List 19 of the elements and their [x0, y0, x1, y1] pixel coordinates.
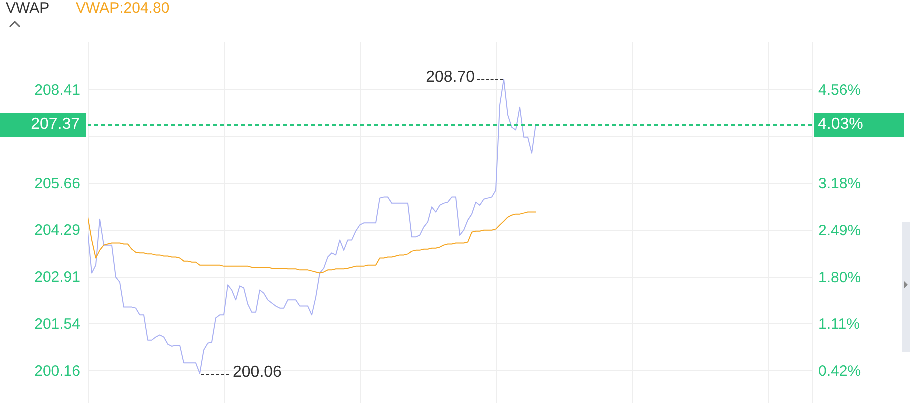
y-tick-label: 201.54: [34, 316, 80, 333]
y-tick-label: 204.29: [34, 222, 80, 240]
annotation: 208.70: [426, 69, 475, 88]
ref-line-label: 207.37: [0, 112, 86, 137]
annotation: 200.06: [233, 364, 282, 382]
y2-tick-label: 4.56%: [818, 82, 862, 99]
y2-tick-label: 1.11%: [818, 316, 860, 334]
chart-title: VWAP: [6, 0, 50, 17]
y-tick-label: 205.66: [34, 175, 80, 192]
text: VWAP:204.80: [76, 0, 170, 17]
y-tick-label: 200.16: [34, 362, 80, 380]
y2-tick-label: 3.18%: [818, 176, 862, 193]
y-tick-label: 202.91: [34, 269, 80, 286]
line-series: [88, 212, 536, 274]
y2-tick-label: 0.42%: [818, 362, 862, 380]
y2-tick-label: 1.80%: [818, 269, 862, 286]
ref-line-label: 4.03%: [814, 113, 904, 138]
y-tick-label: 208.41: [34, 82, 80, 99]
y2-tick-label: 2.49%: [818, 222, 862, 240]
